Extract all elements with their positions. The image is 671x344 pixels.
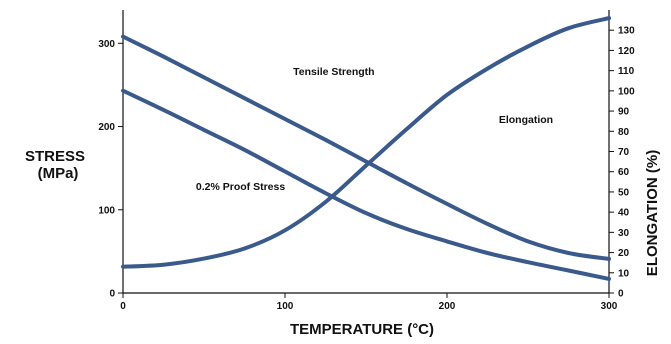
y-right-title: ELONGATION (%) (644, 150, 661, 276)
y-left-tick-label: 300 (98, 39, 115, 50)
y-left-title-line-1: STRESS (25, 148, 85, 165)
y-left-tick-label: 200 (98, 122, 115, 133)
series-line-0-2-proof-stress (121, 88, 611, 281)
y-right-tick-label: 60 (618, 167, 630, 178)
ticks: 0 100 200 300010020030001020304050607080901… (98, 26, 635, 312)
x-tick-label: 300 (601, 301, 618, 312)
series-lines (121, 16, 611, 281)
x-axis-title: TEMPERATURE (°C) (290, 321, 434, 338)
y-right-tick-label: 110 (618, 66, 635, 77)
y-right-tick-label: 40 (618, 208, 630, 219)
y-right-tick-label: 90 (618, 107, 630, 118)
y-left-tick-label: 100 (98, 205, 115, 216)
y-right-tick-label: 70 (618, 147, 630, 158)
x-tick-label: 100 (277, 301, 294, 312)
y-right-tick-label: 10 (618, 268, 630, 279)
annotations: Tensile Strength 0.2% Proof Stress Elongat… (196, 66, 553, 193)
y-right-tick-label: 120 (618, 46, 635, 57)
series-label: Elongation (499, 114, 553, 126)
y-right-tick-label: 0 (618, 289, 624, 300)
series-label: 0.2% Proof Stress (196, 181, 285, 193)
y-left-title-line-2: (MPa) (38, 165, 79, 182)
series-label: Tensile Strength (293, 66, 374, 78)
y-right-tick-label: 80 (618, 127, 630, 138)
series-line-elongation (121, 16, 611, 269)
series-line-tensile-strength (121, 34, 611, 261)
y-left-tick-label: 0 (109, 289, 115, 300)
x-tick-label: 200 (439, 301, 456, 312)
y-right-tick-label: 50 (618, 187, 630, 198)
y-right-tick-label: 130 (618, 26, 635, 37)
y-right-tick-label: 30 (618, 228, 630, 239)
x-tick-label: 0 (120, 301, 126, 312)
y-right-tick-label: 20 (618, 248, 630, 259)
axes (122, 10, 610, 294)
y-right-tick-label: 100 (618, 86, 635, 97)
